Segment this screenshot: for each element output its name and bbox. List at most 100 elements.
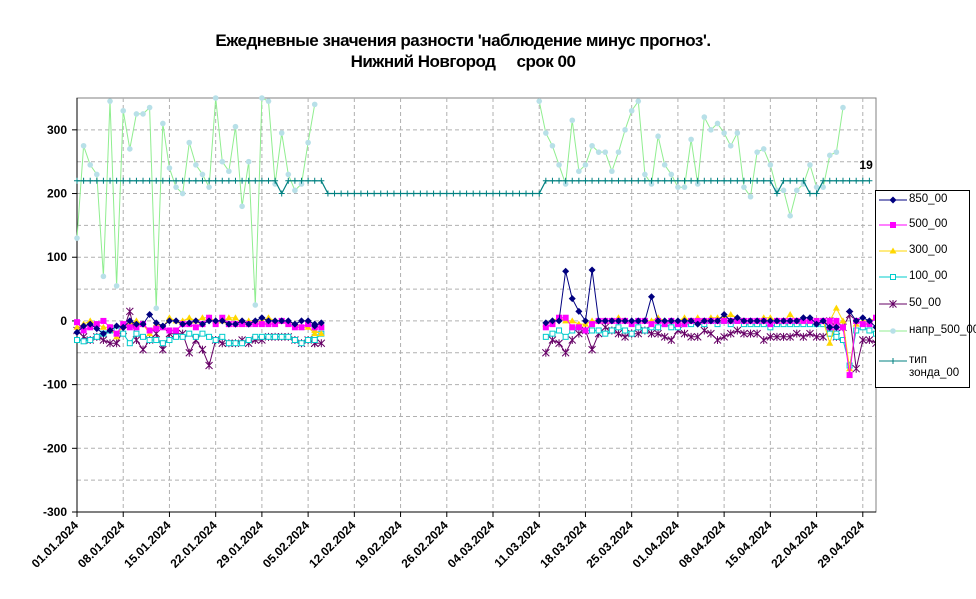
data-point <box>753 317 761 325</box>
legend-symbol <box>879 222 907 228</box>
data-point <box>193 162 199 168</box>
data-point <box>278 130 285 136</box>
data-point <box>568 317 576 324</box>
y-tick-label: -200 <box>43 441 67 455</box>
data-point <box>523 190 530 197</box>
data-point <box>252 333 259 340</box>
data-point <box>589 321 596 328</box>
data-point <box>549 142 556 149</box>
data-point <box>780 187 787 194</box>
data-point <box>819 317 827 325</box>
data-point <box>668 177 675 184</box>
data-point <box>674 177 681 184</box>
data-point <box>278 190 285 197</box>
x-tick-label: 29.04.2024 <box>815 518 868 571</box>
data-point <box>107 177 114 184</box>
data-point <box>430 190 437 197</box>
data-point <box>146 337 153 344</box>
data-point <box>285 333 292 340</box>
data-point <box>655 177 662 184</box>
data-point <box>734 177 741 184</box>
data-point <box>726 329 735 338</box>
data-point <box>132 320 140 328</box>
data-point <box>694 177 701 184</box>
data-point <box>258 321 265 328</box>
data-point <box>291 320 299 328</box>
data-point <box>120 177 127 184</box>
data-point <box>858 336 867 345</box>
data-point <box>852 364 861 373</box>
data-point <box>813 184 820 190</box>
data-point <box>661 317 669 325</box>
data-point <box>865 317 873 325</box>
data-point <box>146 327 153 334</box>
data-point <box>733 314 741 322</box>
data-point <box>100 273 107 280</box>
data-point <box>667 317 675 325</box>
data-point <box>397 190 404 197</box>
data-point <box>747 317 755 325</box>
data-point <box>541 348 550 357</box>
data-point <box>819 332 828 341</box>
data-point <box>733 326 742 335</box>
data-point <box>258 314 266 322</box>
data-point <box>272 177 279 184</box>
data-point <box>165 314 173 321</box>
data-point <box>107 98 113 104</box>
data-point <box>595 149 602 155</box>
data-point <box>245 158 252 165</box>
data-point <box>720 311 728 319</box>
data-point <box>614 317 622 325</box>
data-point <box>852 317 860 325</box>
data-point <box>820 184 826 190</box>
data-point <box>556 327 563 334</box>
data-point <box>740 177 747 184</box>
data-point <box>569 177 576 184</box>
data-point <box>648 177 655 184</box>
data-point <box>846 177 853 184</box>
data-point <box>292 187 298 194</box>
data-point <box>602 177 609 184</box>
data-point <box>681 317 689 325</box>
data-point <box>555 339 563 348</box>
x-tick-label: 05.02.2024 <box>260 518 313 571</box>
data-point <box>807 162 813 168</box>
data-point <box>595 177 602 184</box>
data-point <box>792 329 801 338</box>
data-point <box>198 320 206 328</box>
data-point <box>621 332 629 341</box>
data-point <box>496 190 503 197</box>
data-point <box>622 127 628 133</box>
data-point <box>364 190 371 197</box>
data-point <box>713 336 722 345</box>
data-point <box>87 337 94 344</box>
data-point <box>126 340 133 347</box>
data-point <box>647 293 655 301</box>
data-point <box>766 314 774 321</box>
data-point <box>853 177 860 184</box>
data-point <box>562 267 570 275</box>
data-point <box>601 323 610 332</box>
data-point <box>331 190 338 197</box>
data-point <box>503 190 510 197</box>
data-point <box>602 149 609 155</box>
data-point <box>688 136 694 143</box>
data-point <box>470 190 477 197</box>
data-point <box>417 190 424 197</box>
data-point <box>74 337 80 344</box>
data-point <box>548 336 557 345</box>
x-tick-label: 26.02.2024 <box>399 518 452 571</box>
data-point <box>889 247 897 254</box>
data-point <box>708 127 714 133</box>
data-point <box>727 142 734 149</box>
data-point <box>179 177 186 184</box>
data-point <box>700 326 709 335</box>
data-point <box>786 332 795 341</box>
data-point <box>113 322 121 330</box>
data-point <box>595 317 603 325</box>
data-point <box>99 330 107 338</box>
data-point <box>608 317 616 325</box>
data-point <box>569 117 576 124</box>
data-point <box>298 317 306 325</box>
data-point <box>311 322 319 330</box>
